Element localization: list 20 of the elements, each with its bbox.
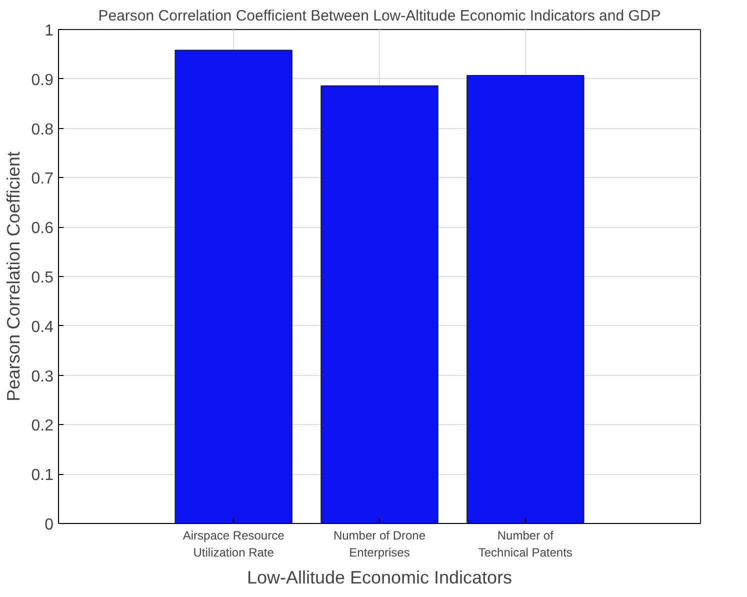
bar bbox=[466, 74, 584, 524]
y-tick-label: 0.7 bbox=[31, 170, 54, 188]
x-tick-label: Airspace Resource Utilization Rate bbox=[182, 528, 285, 560]
chart-title: Pearson Correlation Coefficient Between Low-Altitude Economic Indicators and GDP bbox=[98, 8, 661, 24]
y-tick-label: 0 bbox=[44, 516, 54, 534]
y-tick-label: 0.6 bbox=[31, 220, 54, 238]
x-axis-title: Low-Allitude Economic Indicators bbox=[246, 567, 512, 588]
y-tick-label: 0.1 bbox=[31, 467, 54, 484]
y-tick-label: 1 bbox=[44, 22, 54, 40]
y-tick-label: 0.8 bbox=[31, 121, 54, 138]
bar bbox=[320, 85, 438, 524]
y-tick-label: 0.5 bbox=[31, 270, 54, 286]
bar bbox=[174, 50, 292, 524]
y-axis-title: Pearson Correlation Coefficient bbox=[3, 152, 24, 402]
y-tick-label: 0.3 bbox=[31, 368, 54, 386]
y-tick-label: 0.4 bbox=[31, 318, 54, 336]
y-tick-label: 0.2 bbox=[31, 418, 54, 435]
x-tick-label: Number of Technical Patents bbox=[478, 528, 572, 560]
y-tick-label: 0.9 bbox=[31, 72, 54, 89]
x-tick-label: Number of Drone Enterprises bbox=[333, 528, 426, 560]
